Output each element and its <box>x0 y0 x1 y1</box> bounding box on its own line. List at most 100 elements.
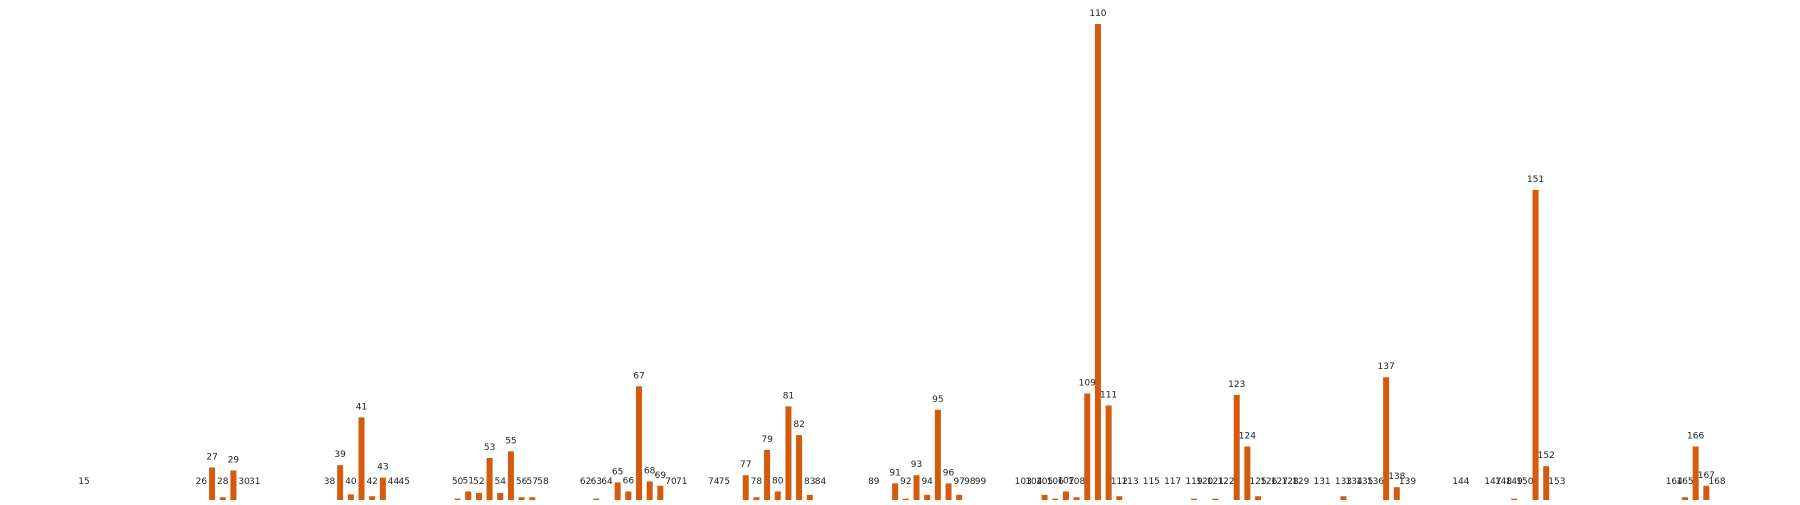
bar-138 <box>1393 487 1400 502</box>
bar-label-119: 119 <box>1185 477 1202 487</box>
bar-41 <box>358 417 365 502</box>
bar-97 <box>956 494 963 502</box>
bar-label-70: 70 <box>665 477 677 487</box>
bar-151 <box>1532 189 1539 502</box>
bar-label-135: 135 <box>1356 477 1373 487</box>
bar-123 <box>1233 394 1240 502</box>
bar-label-109: 109 <box>1079 378 1096 388</box>
bar-53 <box>486 458 493 502</box>
bar-label-26: 26 <box>196 477 208 487</box>
bar-label-128: 128 <box>1281 477 1298 487</box>
bar-label-30: 30 <box>238 477 250 487</box>
bar-label-165: 165 <box>1676 477 1693 487</box>
bar-label-136: 136 <box>1367 477 1384 487</box>
bar-label-127: 127 <box>1271 477 1288 487</box>
bar-152 <box>1543 466 1550 502</box>
bar-label-131: 131 <box>1313 477 1330 487</box>
bar-107 <box>1062 491 1069 502</box>
bar-label-150: 150 <box>1516 477 1533 487</box>
bar-105 <box>1041 494 1048 502</box>
bar-110 <box>1094 24 1101 502</box>
bar-label-38: 38 <box>324 477 336 487</box>
bar-55 <box>507 451 514 502</box>
bar-label-92: 92 <box>900 477 911 487</box>
bar-label-97: 97 <box>953 477 964 487</box>
bar-label-81: 81 <box>783 391 794 401</box>
bar-label-83: 83 <box>804 477 815 487</box>
bar-label-65: 65 <box>612 467 623 477</box>
bar-label-64: 64 <box>601 477 613 487</box>
bar-label-57: 57 <box>527 477 538 487</box>
bar-label-96: 96 <box>943 468 955 478</box>
bar-94 <box>924 494 931 502</box>
bar-label-77: 77 <box>740 460 751 470</box>
bar-label-139: 139 <box>1399 477 1416 487</box>
bar-65 <box>614 482 621 502</box>
bar-83 <box>806 494 813 502</box>
bar-label-138: 138 <box>1388 472 1405 482</box>
bar-label-55: 55 <box>505 436 516 446</box>
bar-label-151: 151 <box>1527 175 1544 185</box>
bar-label-15: 15 <box>78 477 89 487</box>
bar-40 <box>347 494 354 502</box>
bar-52 <box>475 492 482 502</box>
bar-label-152: 152 <box>1538 451 1555 461</box>
bar-label-52: 52 <box>473 477 484 487</box>
bar-label-93: 93 <box>911 460 922 470</box>
bar-label-78: 78 <box>751 477 763 487</box>
bar-label-147: 147 <box>1484 477 1501 487</box>
bar-label-99: 99 <box>975 477 987 487</box>
bar-label-74: 74 <box>708 477 720 487</box>
bar-80 <box>774 491 781 502</box>
bar-label-107: 107 <box>1057 476 1074 486</box>
bar-81 <box>785 406 792 502</box>
bar-label-168: 168 <box>1708 477 1725 487</box>
bar-label-69: 69 <box>655 471 667 481</box>
bar-167 <box>1703 485 1710 502</box>
bar-label-148: 148 <box>1495 477 1512 487</box>
bar-label-40: 40 <box>345 477 357 487</box>
bar-82 <box>796 435 803 502</box>
bar-112 <box>1116 496 1123 502</box>
bar-label-54: 54 <box>495 477 507 487</box>
bar-label-43: 43 <box>377 463 388 473</box>
bar-label-104: 104 <box>1025 477 1042 487</box>
bar-137 <box>1383 377 1390 502</box>
bar-label-79: 79 <box>761 435 773 445</box>
bar-69 <box>657 485 664 502</box>
bar-label-166: 166 <box>1687 432 1704 442</box>
bar-label-98: 98 <box>964 477 976 487</box>
bar-label-125: 125 <box>1249 477 1266 487</box>
bar-label-29: 29 <box>228 455 240 465</box>
bar-label-110: 110 <box>1089 9 1106 19</box>
bar-42 <box>369 496 376 502</box>
bar-51 <box>465 491 472 502</box>
bar-label-27: 27 <box>206 453 217 463</box>
bar-label-68: 68 <box>644 466 656 476</box>
bar-label-41: 41 <box>356 402 367 412</box>
bar-label-117: 117 <box>1164 477 1181 487</box>
bar-166 <box>1692 446 1699 502</box>
bar-label-108: 108 <box>1068 477 1085 487</box>
bar-77 <box>742 475 749 502</box>
bar-label-62: 62 <box>580 477 591 487</box>
bar-109 <box>1084 393 1091 502</box>
bar-27 <box>209 467 216 502</box>
bar-label-105: 105 <box>1036 477 1053 487</box>
bar-label-56: 56 <box>516 477 528 487</box>
bar-29 <box>230 470 237 502</box>
bar-label-153: 153 <box>1548 477 1565 487</box>
bar-label-133: 133 <box>1335 477 1352 487</box>
bar-label-80: 80 <box>772 476 784 486</box>
bar-label-71: 71 <box>676 477 687 487</box>
bar-label-94: 94 <box>921 477 933 487</box>
bar-label-42: 42 <box>366 477 377 487</box>
bar-91 <box>892 483 899 502</box>
bar-label-84: 84 <box>815 477 827 487</box>
bar-label-63: 63 <box>591 477 602 487</box>
bar-label-91: 91 <box>889 468 900 478</box>
bar-label-31: 31 <box>249 477 260 487</box>
bar-label-67: 67 <box>633 371 644 381</box>
